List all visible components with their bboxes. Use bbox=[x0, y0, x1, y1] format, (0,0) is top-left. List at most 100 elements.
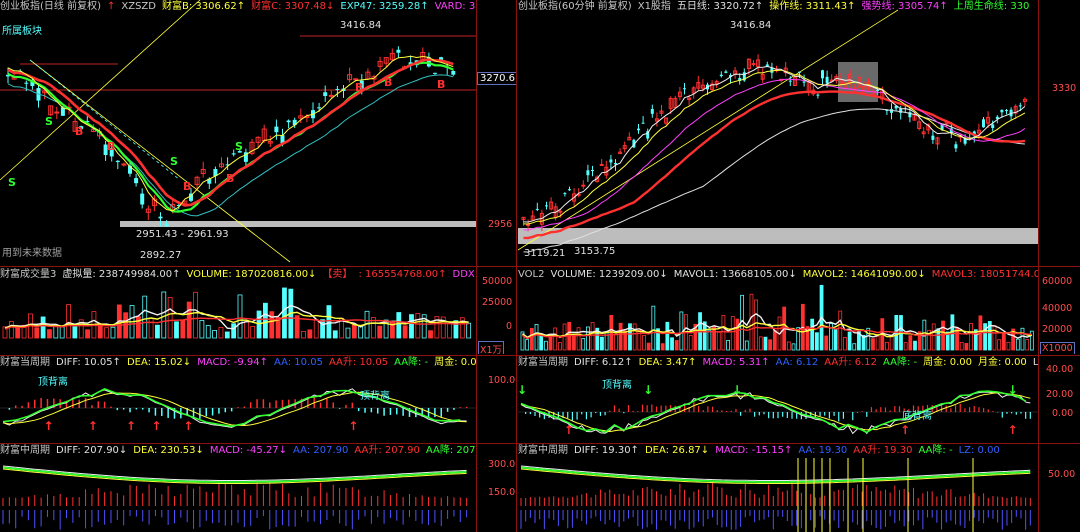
left-ma-yellow bbox=[7, 55, 454, 212]
left-macd1-pane[interactable]: ↑ ↑ ↑ ↑ ↑ ↑ ↑ 财富当周期 DIFF: 10.05↑ DEA: 15.02↓ MACD… bbox=[0, 356, 476, 442]
right-volume-axis: 60000 40000 20000 X1000 bbox=[1038, 268, 1080, 354]
volume-bar bbox=[539, 334, 544, 351]
volume-bar bbox=[161, 291, 167, 339]
candle-down bbox=[280, 135, 285, 144]
right-vol-ma1: MAVOL1: 13668105.00↓ bbox=[673, 269, 797, 280]
right-vol-ma2: MAVOL2: 14641090.00↓ bbox=[802, 269, 926, 280]
right-volume-pane[interactable]: VOL2 VOLUME: 1239209.00↓ MAVOL1: 13668105.… bbox=[518, 268, 1038, 354]
volume-bar bbox=[838, 310, 843, 351]
volume-bar bbox=[726, 339, 731, 351]
candle-up bbox=[72, 121, 78, 132]
volume-bar bbox=[805, 326, 810, 351]
right-m2-aadn: AA降: - bbox=[918, 445, 953, 456]
volume-bar bbox=[656, 328, 660, 351]
candle-down bbox=[821, 70, 824, 79]
candle-up bbox=[267, 141, 273, 144]
candle-up bbox=[700, 84, 705, 89]
candle-up bbox=[871, 90, 876, 96]
divider-volume-macd1[interactable] bbox=[0, 355, 1080, 356]
candle-up bbox=[921, 131, 926, 135]
sell-marker: S bbox=[170, 155, 178, 168]
volume-bar bbox=[377, 325, 383, 339]
right-m1-aa: AA: 6.12 bbox=[775, 357, 819, 368]
right-macd2-chart bbox=[520, 458, 1031, 532]
candle-down bbox=[641, 122, 645, 124]
candle-up bbox=[852, 87, 857, 90]
candle-down bbox=[109, 148, 114, 157]
left-macd2-pane[interactable]: 财富中周期 DIFF: 207.90↓ DEA: 230.53↓ MACD: -45.… bbox=[0, 444, 476, 532]
right-macd1-pane[interactable]: ↑ ↓ ↑ ↓ ↓ ↓ ↑ 财富当周期 DIFF: 6.12↑ DEA: 3.47↑ MACD: … bbox=[518, 356, 1038, 442]
volume-bar bbox=[875, 335, 880, 351]
left-kline-exp: EXP47: 3259.28↑ bbox=[340, 1, 429, 12]
volume-bar bbox=[1011, 328, 1016, 351]
signal-arrow: ↑ bbox=[1008, 423, 1018, 437]
left-price-axis[interactable]: 3270.6 2956 bbox=[476, 0, 516, 266]
left-m1-week: 周金: 0.00 bbox=[434, 357, 476, 368]
right-price-axis[interactable]: 3330 bbox=[1038, 0, 1080, 266]
volume-bar bbox=[466, 322, 472, 339]
candle-up bbox=[664, 117, 669, 124]
left-ma-cyan bbox=[7, 74, 454, 217]
candle-down bbox=[963, 138, 967, 144]
left-range-label: 2951.43 - 2961.93 bbox=[136, 229, 229, 240]
candle-up bbox=[581, 184, 586, 187]
candle-down bbox=[24, 82, 29, 84]
signal-arrow: ↑ bbox=[348, 419, 358, 433]
volume-bar bbox=[53, 325, 59, 339]
candle-down bbox=[335, 88, 340, 90]
candle-up bbox=[389, 52, 395, 61]
sector-label[interactable]: 所属板块 bbox=[2, 26, 42, 37]
candle-down bbox=[798, 71, 801, 73]
volume-bar bbox=[155, 324, 160, 339]
right-m2-aa: AA: 19.30 bbox=[798, 445, 848, 456]
candle-down bbox=[885, 110, 889, 112]
left-m1-aadn: AA降: - bbox=[394, 357, 429, 368]
volume-bar bbox=[595, 327, 600, 351]
candle-down bbox=[213, 168, 218, 177]
right-low-label2: 3153.75 bbox=[574, 246, 616, 257]
sell-marker: S bbox=[45, 115, 53, 128]
right-high-label: 3416.84 bbox=[730, 20, 772, 31]
volume-bar bbox=[326, 305, 332, 339]
candle-down bbox=[683, 88, 686, 90]
candle-up bbox=[687, 97, 692, 100]
buy-marker: B bbox=[437, 78, 445, 91]
left-volume-pane[interactable]: 财富成交量3 虚拟量: 238749984.00↑ VOLUME: 18702081… bbox=[0, 268, 476, 354]
candle-down bbox=[79, 126, 84, 130]
volume-bar bbox=[969, 323, 973, 351]
divider-macd1-macd2[interactable] bbox=[0, 443, 1080, 444]
divider-main-volume[interactable] bbox=[0, 266, 1080, 267]
signal-arrow: ↓ bbox=[518, 383, 527, 397]
volume-bar bbox=[40, 316, 46, 339]
candle-up bbox=[696, 82, 701, 89]
left-m2-aa: AA: 207.90 bbox=[293, 445, 349, 456]
volume-bar bbox=[861, 334, 866, 351]
volume-bar bbox=[707, 329, 712, 351]
signal-arrow: ↑ bbox=[564, 423, 574, 437]
macd-diff-line bbox=[520, 391, 1031, 435]
right-kline-pane[interactable]: 创业板指(60分钟 前复权) X1股指 五日线: 3320.72↑ 操作线: 3311… bbox=[518, 0, 1038, 266]
left-trend-line bbox=[29, 59, 181, 181]
buy-marker: B bbox=[183, 180, 191, 193]
volume-bar bbox=[180, 320, 186, 339]
volume-bar bbox=[294, 315, 300, 339]
candle-up bbox=[200, 168, 206, 175]
candle-down bbox=[991, 124, 995, 129]
volume-bar bbox=[358, 325, 364, 339]
volume-bar bbox=[576, 327, 581, 351]
right-axis-price-tick: 3330 bbox=[1052, 83, 1077, 94]
candle-down bbox=[317, 107, 322, 109]
volume-bar bbox=[307, 329, 313, 339]
candle-down bbox=[323, 92, 328, 96]
right-macd2-pane[interactable]: 财富中周期 DIFF: 19.30↑ DEA: 26.87↓ MACD: -15.15… bbox=[518, 444, 1038, 532]
left-m1-diff: DIFF: 10.05↑ bbox=[56, 357, 121, 368]
volume-bar bbox=[428, 330, 433, 339]
candle-down bbox=[646, 131, 650, 139]
candle-down bbox=[931, 135, 935, 140]
volume-bar bbox=[104, 327, 110, 339]
left-vol-tag: 【卖】 bbox=[322, 269, 353, 280]
macd2-dea-line bbox=[2, 468, 467, 484]
right-m1-diff: DIFF: 6.12↑ bbox=[574, 357, 633, 368]
candle-down bbox=[545, 205, 548, 207]
